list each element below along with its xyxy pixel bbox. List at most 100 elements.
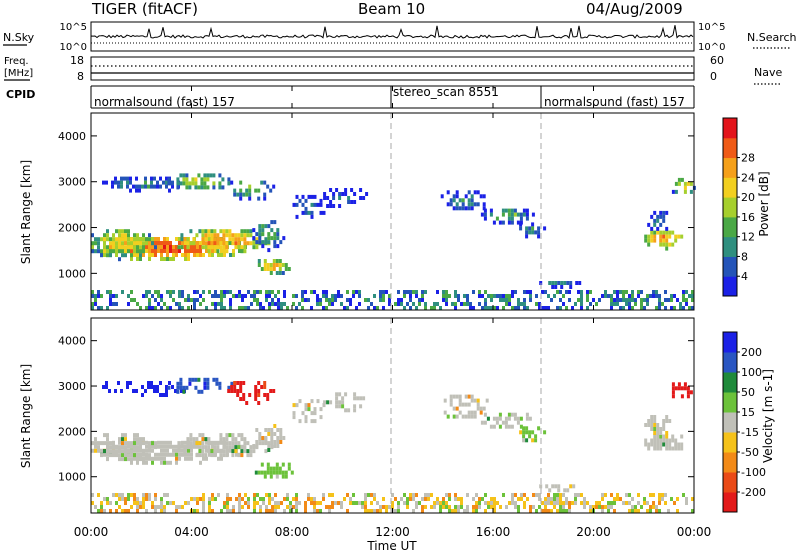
heatmap-cell (121, 245, 124, 250)
heatmap-cell (148, 245, 151, 249)
heatmap-cell (263, 381, 267, 385)
heatmap-cell (265, 509, 268, 513)
heatmap-cell (253, 290, 256, 294)
heatmap-cell (337, 290, 340, 294)
heatmap-cell (213, 229, 217, 234)
heatmap-cell (236, 381, 240, 385)
heatmap-cell (313, 290, 316, 294)
heatmap-cell (217, 493, 220, 497)
heatmap-cell (216, 249, 220, 254)
heatmap-cell (151, 456, 154, 461)
heatmap-cell (246, 229, 250, 234)
heatmap-cell (190, 452, 193, 457)
heatmap-cell (127, 509, 130, 513)
heatmap-cell (208, 290, 211, 294)
heatmap-cell (142, 249, 145, 254)
heatmap-cell (656, 218, 660, 223)
heatmap-cell (683, 181, 687, 186)
y-tick-label: 1000 (58, 267, 86, 280)
heatmap-cell (448, 497, 451, 501)
heatmap-cell (225, 433, 229, 438)
heatmap-cell (118, 453, 121, 458)
freq-trace (91, 65, 694, 74)
heatmap-cell (482, 202, 486, 207)
heatmap-cell (136, 441, 139, 446)
heatmap-cell (382, 290, 385, 294)
heatmap-cell (338, 204, 342, 208)
heatmap-cell (668, 442, 672, 447)
heatmap-cell (163, 245, 166, 249)
heatmap-cell (665, 442, 669, 447)
heatmap-cell (239, 385, 243, 389)
heatmap-cell (234, 445, 238, 450)
heatmap-cell (409, 306, 412, 310)
heatmap-cell (595, 505, 598, 509)
colorbar-swatch (723, 197, 737, 218)
heatmap-cell (132, 389, 135, 393)
heatmap-cell (412, 290, 415, 294)
heatmap-cell (160, 249, 163, 253)
heatmap-cell (112, 449, 115, 454)
heatmap-cell (504, 416, 508, 421)
heatmap-cell (112, 233, 115, 238)
heatmap-cell (222, 445, 226, 450)
heatmap-cell (529, 298, 532, 302)
heatmap-cell (640, 290, 643, 294)
heatmap-cell (231, 453, 235, 458)
heatmap-cell (103, 253, 106, 257)
heatmap-cell (109, 445, 112, 450)
heatmap-cell (331, 294, 334, 298)
heatmap-cell (662, 427, 666, 431)
heatmap-cell (194, 177, 198, 182)
heatmap-cell (242, 192, 246, 197)
heatmap-cell (469, 306, 472, 310)
heatmap-cell (538, 497, 541, 501)
heatmap-cell (254, 397, 258, 401)
heatmap-cell (325, 298, 328, 302)
colorbar-tick-label: -15 (741, 426, 759, 439)
heatmap-cell (476, 190, 480, 195)
heatmap-cell (272, 466, 276, 471)
heatmap-cell (287, 466, 291, 471)
heatmap-cell (340, 294, 343, 298)
heatmap-cell (223, 249, 226, 253)
heatmap-cell (628, 294, 631, 298)
heatmap-cell (151, 237, 154, 241)
heatmap-cell (464, 414, 468, 419)
heatmap-cell (226, 497, 229, 501)
heatmap-cell (301, 306, 304, 310)
heatmap-cell (470, 394, 474, 399)
heatmap-cell (166, 249, 169, 253)
heatmap-cell (154, 452, 157, 457)
heatmap-cell (517, 298, 520, 302)
heatmap-cell (118, 497, 121, 501)
heatmap-cell (232, 505, 235, 509)
heatmap-cell (184, 298, 187, 302)
heatmap-cell (160, 497, 163, 501)
heatmap-cell (577, 298, 580, 302)
heatmap-cell (117, 381, 120, 385)
heatmap-cell (388, 294, 391, 298)
heatmap-cell (671, 394, 675, 399)
heatmap-cell (237, 233, 241, 238)
heatmap-cell (418, 302, 421, 306)
heatmap-cell (598, 505, 601, 509)
heatmap-cell (124, 497, 127, 501)
heatmap-cell (172, 245, 175, 249)
heatmap-cell (124, 233, 127, 238)
heatmap-cell (473, 190, 477, 195)
heatmap-cell (243, 441, 247, 446)
heatmap-cell (483, 420, 487, 425)
heatmap-cell (664, 298, 667, 302)
heatmap-cell (261, 240, 265, 245)
heatmap-cell (262, 501, 265, 505)
heatmap-cell (499, 298, 502, 302)
heatmap-cell (650, 230, 654, 235)
heatmap-cell (139, 501, 142, 505)
heatmap-cell (316, 294, 319, 298)
heatmap-cell (680, 394, 684, 399)
heatmap-cell (610, 298, 613, 302)
heatmap-cell (415, 505, 418, 509)
heatmap-cell (650, 427, 654, 431)
heatmap-cell (298, 198, 302, 203)
